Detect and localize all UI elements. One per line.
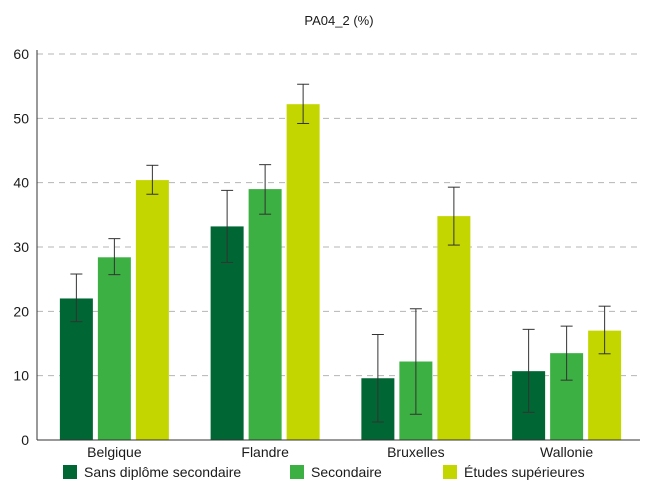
legend-swatch [63, 465, 77, 479]
bar [97, 257, 131, 440]
legend: Sans diplôme secondaire Secondaire Études … [63, 464, 585, 480]
axes [36, 50, 640, 441]
y-tick-label: 10 [13, 368, 29, 384]
x-axis-categories: Belgique Flandre Bruxelles Wallonie [87, 444, 593, 460]
bar [437, 216, 471, 440]
y-tick-label: 20 [13, 303, 29, 319]
y-tick-label: 0 [21, 432, 29, 448]
legend-label: Secondaire [311, 464, 382, 480]
legend-swatch [443, 465, 457, 479]
y-tick-label: 30 [13, 239, 29, 255]
x-category-label: Wallonie [540, 444, 593, 460]
legend-label: Études supérieures [464, 464, 585, 480]
bar [286, 104, 320, 441]
x-category-label: Belgique [87, 444, 142, 460]
bar [135, 180, 169, 441]
legend-label: Sans diplôme secondaire [84, 464, 241, 480]
error-bars [70, 83, 611, 423]
chart-title: PA04_2 (%) [304, 13, 373, 28]
y-tick-label: 50 [13, 110, 29, 126]
y-axis-ticks: 0 10 20 30 40 50 60 [13, 46, 29, 448]
bars [59, 104, 622, 441]
legend-item: Études supérieures [443, 464, 585, 480]
legend-swatch [290, 465, 304, 479]
legend-item: Secondaire [290, 464, 382, 480]
y-tick-label: 60 [13, 46, 29, 62]
y-tick-label: 40 [13, 175, 29, 191]
bar [248, 189, 282, 440]
x-category-label: Bruxelles [387, 444, 445, 460]
legend-item: Sans diplôme secondaire [63, 464, 241, 480]
x-category-label: Flandre [241, 444, 289, 460]
